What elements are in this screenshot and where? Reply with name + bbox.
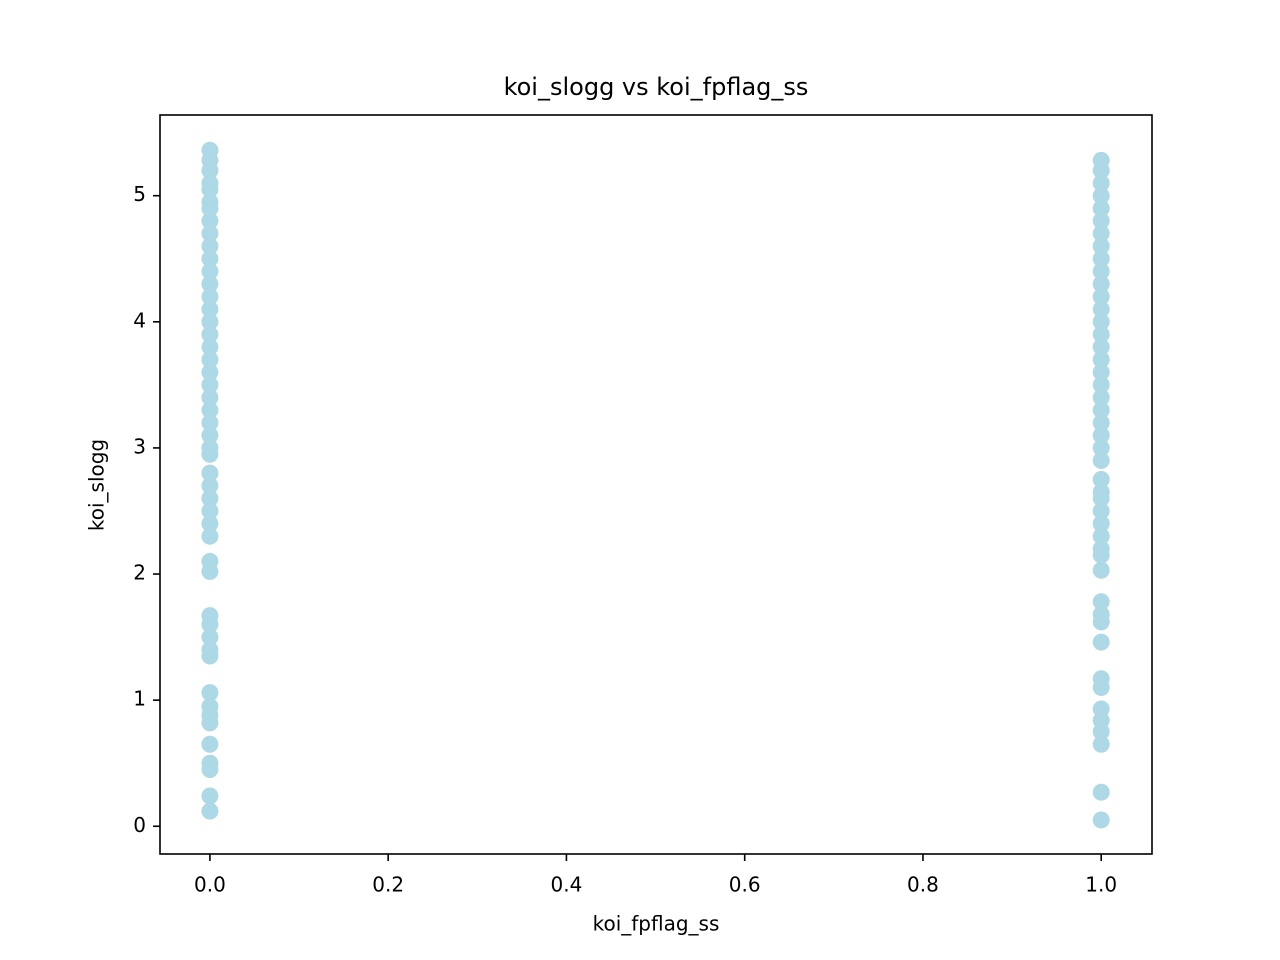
point <box>1092 735 1110 753</box>
point <box>201 464 219 482</box>
point <box>1092 679 1110 697</box>
point <box>201 489 219 507</box>
point <box>1092 426 1110 444</box>
point <box>201 563 219 581</box>
point <box>201 647 219 665</box>
point <box>201 401 219 419</box>
point <box>1092 811 1110 829</box>
point <box>201 325 219 343</box>
y-tick-label: 1 <box>133 687 146 711</box>
point <box>1092 376 1110 394</box>
x-tick-label: 0.6 <box>729 873 761 897</box>
point <box>1092 633 1110 651</box>
y-tick-label: 4 <box>133 308 146 332</box>
x-tick-label: 0.0 <box>194 873 226 897</box>
point <box>201 376 219 394</box>
point <box>201 338 219 356</box>
point <box>1092 527 1110 545</box>
point <box>1092 161 1110 179</box>
point <box>1092 414 1110 432</box>
point <box>201 628 219 646</box>
point <box>201 275 219 293</box>
point <box>201 477 219 495</box>
point <box>1092 452 1110 470</box>
point <box>201 161 219 179</box>
point <box>201 351 219 369</box>
point <box>1092 439 1110 457</box>
point <box>1092 262 1110 280</box>
point <box>201 180 219 198</box>
point <box>1092 250 1110 268</box>
y-tick-label: 2 <box>133 561 146 585</box>
point <box>1092 300 1110 318</box>
point <box>201 615 219 633</box>
point <box>201 445 219 463</box>
x-tick-label: 0.2 <box>372 873 404 897</box>
point <box>1092 325 1110 343</box>
point <box>201 212 219 230</box>
point <box>201 714 219 732</box>
point <box>1092 783 1110 801</box>
y-tick-label: 5 <box>133 182 146 206</box>
point <box>201 802 219 820</box>
point <box>201 787 219 805</box>
point <box>1092 199 1110 217</box>
point <box>1092 502 1110 520</box>
point <box>201 237 219 255</box>
point <box>1092 174 1110 192</box>
point <box>201 363 219 381</box>
point <box>201 288 219 306</box>
point <box>1092 225 1110 243</box>
point <box>201 761 219 779</box>
point <box>1092 275 1110 293</box>
point <box>1092 187 1110 205</box>
point <box>201 527 219 545</box>
point <box>201 313 219 331</box>
point <box>1092 546 1110 564</box>
point <box>201 502 219 520</box>
point <box>201 199 219 217</box>
point <box>1092 723 1110 741</box>
point <box>1092 237 1110 255</box>
point <box>201 250 219 268</box>
x-axis-label: koi_fpflag_ss <box>593 912 720 936</box>
x-tick-label: 0.4 <box>551 873 583 897</box>
point <box>1092 470 1110 488</box>
point <box>1092 401 1110 419</box>
point <box>201 515 219 533</box>
point <box>1092 288 1110 306</box>
point <box>201 735 219 753</box>
y-tick-label: 0 <box>133 813 146 837</box>
chart-title: koi_slogg vs koi_fpflag_ss <box>504 73 809 101</box>
x-tick-label: 1.0 <box>1085 873 1117 897</box>
x-tick-label: 0.8 <box>907 873 939 897</box>
point <box>1092 593 1110 611</box>
point <box>201 388 219 406</box>
point <box>1092 313 1110 331</box>
point <box>201 300 219 318</box>
point <box>1092 388 1110 406</box>
y-tick-label: 3 <box>133 434 146 458</box>
point <box>1092 561 1110 579</box>
point <box>201 414 219 432</box>
point <box>1092 212 1110 230</box>
point <box>1092 338 1110 356</box>
plot-frame <box>159 114 1153 855</box>
point <box>1092 515 1110 533</box>
point <box>201 225 219 243</box>
point <box>1092 363 1110 381</box>
point <box>1092 613 1110 631</box>
point <box>201 684 219 702</box>
point <box>201 262 219 280</box>
y-axis-label: koi_slogg <box>85 439 109 531</box>
point <box>201 426 219 444</box>
point <box>1092 351 1110 369</box>
point <box>1092 489 1110 507</box>
